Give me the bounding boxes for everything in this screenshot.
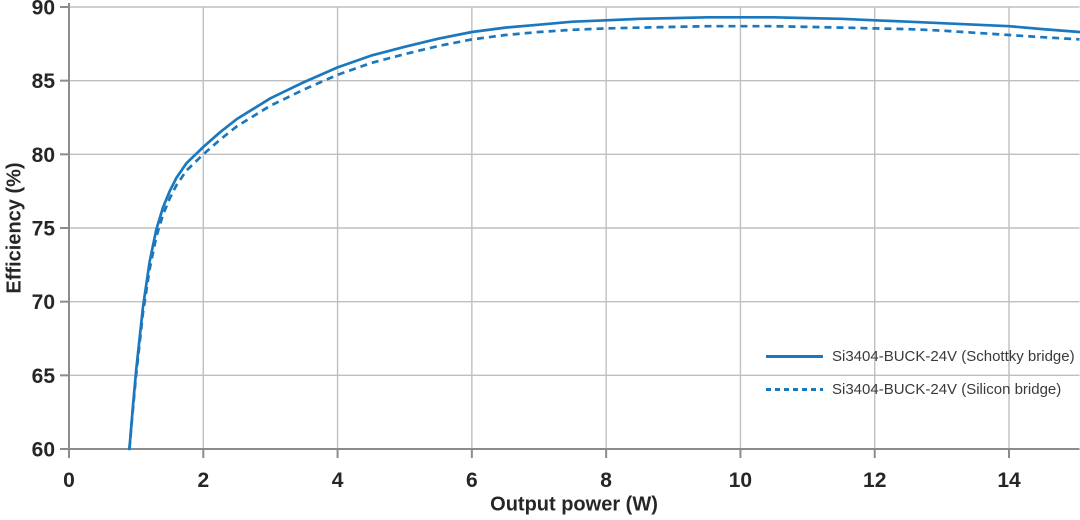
x-axis-title: Output power (W)	[490, 493, 658, 516]
svg-text:0: 0	[63, 469, 75, 492]
svg-text:2: 2	[197, 469, 209, 492]
svg-text:65: 65	[32, 365, 56, 388]
svg-text:10: 10	[729, 469, 752, 492]
svg-text:70: 70	[32, 291, 55, 314]
y-axis-title: Efficiency (%)	[3, 162, 26, 294]
dashed-line-swatch	[766, 387, 823, 391]
legend-label-silicon: Si3404-BUCK-24V (Silicon bridge)	[832, 380, 1062, 398]
svg-text:60: 60	[32, 439, 55, 462]
legend-item-silicon: Si3404-BUCK-24V (Silicon bridge)	[766, 378, 1075, 400]
svg-text:12: 12	[863, 469, 886, 492]
svg-text:80: 80	[32, 144, 55, 167]
legend-item-schottky: Si3404-BUCK-24V (Schottky bridge)	[766, 345, 1075, 367]
svg-text:75: 75	[32, 218, 56, 241]
svg-text:6: 6	[466, 469, 478, 492]
chart-legend: Si3404-BUCK-24V (Schottky bridge) Si3404…	[766, 345, 1075, 400]
solid-line-swatch	[766, 354, 823, 358]
svg-text:4: 4	[332, 469, 344, 492]
svg-text:90: 90	[32, 0, 55, 20]
legend-label-schottky: Si3404-BUCK-24V (Schottky bridge)	[832, 347, 1075, 365]
svg-text:8: 8	[600, 469, 612, 492]
svg-text:85: 85	[32, 70, 56, 93]
svg-text:14: 14	[997, 469, 1021, 492]
